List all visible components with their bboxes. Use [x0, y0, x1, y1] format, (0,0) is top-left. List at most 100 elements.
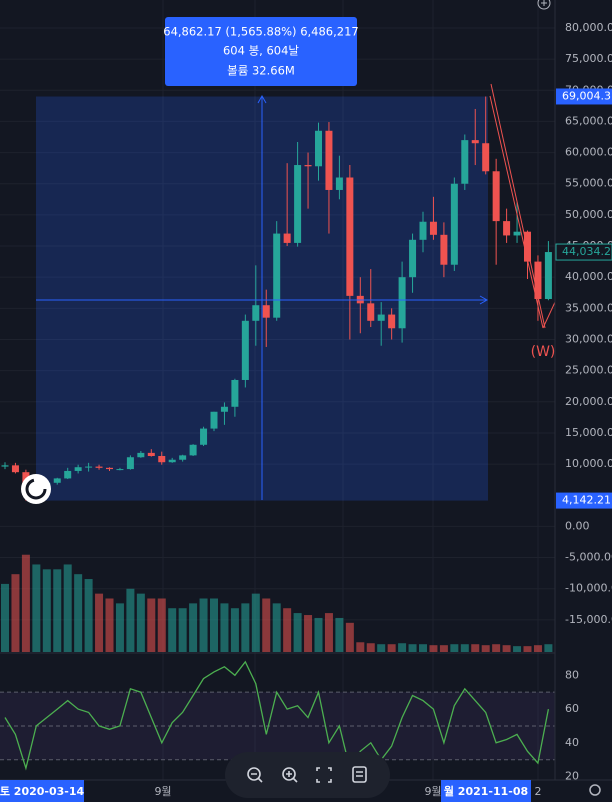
volume-bar	[230, 608, 239, 652]
candle-body	[11, 465, 19, 473]
candle-body	[126, 457, 134, 470]
volume-bar	[335, 617, 344, 652]
volume-bar	[262, 598, 271, 652]
candle-body	[440, 234, 448, 265]
zoom-out-button[interactable]	[247, 767, 263, 783]
candle-body	[513, 231, 521, 236]
volume-bar	[513, 646, 522, 652]
y-tick-label: 20,000.00	[565, 395, 612, 408]
candle-body	[409, 239, 417, 278]
y-tick-label: 10,000.00	[565, 457, 612, 470]
candle-body	[168, 459, 176, 463]
candle-body	[241, 320, 249, 380]
rsi-tick-label: 60	[565, 702, 579, 715]
candle-body	[95, 466, 103, 468]
y-tick-label: 60,000.00	[565, 146, 612, 159]
zoom-in-button[interactable]	[282, 767, 298, 783]
price-label: 44,034.2	[562, 245, 611, 258]
price-label-bg	[556, 492, 612, 509]
settings-button[interactable]	[589, 784, 601, 796]
toolbar	[225, 752, 390, 798]
candle-body	[179, 455, 187, 460]
volume-bar	[251, 593, 260, 652]
candle-body	[64, 470, 72, 479]
volume-bar	[314, 617, 323, 652]
volume-bar	[63, 564, 72, 652]
end-label: 월 2021-11-08	[444, 784, 528, 798]
volume-bar	[42, 569, 51, 652]
rsi-line	[4, 660, 550, 771]
candle-body	[304, 165, 312, 167]
candle-body	[283, 233, 291, 243]
volume-bar	[272, 603, 281, 652]
volume-bar	[523, 646, 532, 652]
candle-body	[534, 261, 542, 299]
handle[interactable]	[21, 474, 51, 504]
volume-bar	[324, 613, 333, 652]
price-label: 69,004.3	[562, 89, 611, 102]
candle-body	[53, 478, 61, 483]
arrow	[479, 295, 489, 305]
volume-bar	[544, 644, 553, 652]
x-tick-label: 9월	[154, 785, 171, 798]
y-tick-label: 65,000.00	[565, 114, 612, 127]
y-tick-label: 80,000.00	[565, 21, 612, 34]
volume-bar	[53, 569, 62, 652]
candle-body	[210, 411, 218, 429]
y-tick-label: 75,000.00	[565, 52, 612, 65]
add-button[interactable]	[537, 0, 551, 10]
candle-body	[273, 233, 281, 318]
x-tick-label: 9월	[424, 785, 441, 798]
annotation: (W)	[531, 344, 556, 360]
candle-body	[147, 452, 155, 456]
x-tick-label: 2	[535, 785, 542, 798]
volume-bar	[74, 574, 83, 652]
handle-icon	[25, 478, 47, 500]
volume-bar	[189, 603, 198, 652]
y-tick-label: 0.00	[565, 519, 590, 532]
y-tick-label: -5,000.00	[565, 551, 612, 564]
volume-bar	[115, 603, 124, 652]
volume-bar	[450, 644, 459, 652]
marks	[0, 96, 555, 771]
candle-body	[503, 221, 511, 236]
candle-body	[398, 277, 406, 329]
candle-body	[492, 171, 500, 222]
pattern-line	[489, 95, 544, 329]
price-label: 4,142.21	[562, 494, 611, 507]
volume-bar	[11, 574, 20, 652]
rsi-tick-label: 20	[565, 770, 579, 783]
volume-bar	[210, 598, 218, 652]
volume-bar	[533, 645, 542, 652]
volume-bar	[293, 613, 302, 652]
volume-bar	[32, 564, 41, 652]
volume-bar	[429, 645, 438, 652]
volume-bar	[366, 643, 375, 652]
candle-body	[482, 143, 490, 172]
volume-bar	[95, 593, 104, 652]
tooltip-line: 64,862.17 (1,565.88%) 6,486,217	[163, 25, 358, 39]
volume-bar	[105, 598, 114, 652]
fullscreen-button[interactable]	[316, 767, 332, 783]
volume-bar	[220, 603, 229, 652]
notes-button[interactable]	[352, 766, 367, 783]
volume-bar	[377, 644, 386, 652]
candle-body	[85, 466, 93, 468]
start-label-bg	[0, 780, 84, 802]
candle-body	[294, 165, 302, 243]
volume-bar	[481, 645, 490, 652]
tooltip-line: 볼륨 32.66M	[227, 64, 295, 78]
candle-body	[325, 130, 333, 190]
volume-bar	[1, 583, 9, 652]
price-axis	[555, 0, 612, 780]
volume-bar	[460, 644, 469, 652]
volume-bar	[147, 598, 156, 652]
volume-bar	[178, 608, 187, 652]
candle-body	[450, 183, 458, 265]
candle-body	[200, 428, 208, 445]
candle-body	[262, 305, 270, 318]
candle-body	[544, 252, 552, 299]
candle-body	[74, 467, 82, 471]
